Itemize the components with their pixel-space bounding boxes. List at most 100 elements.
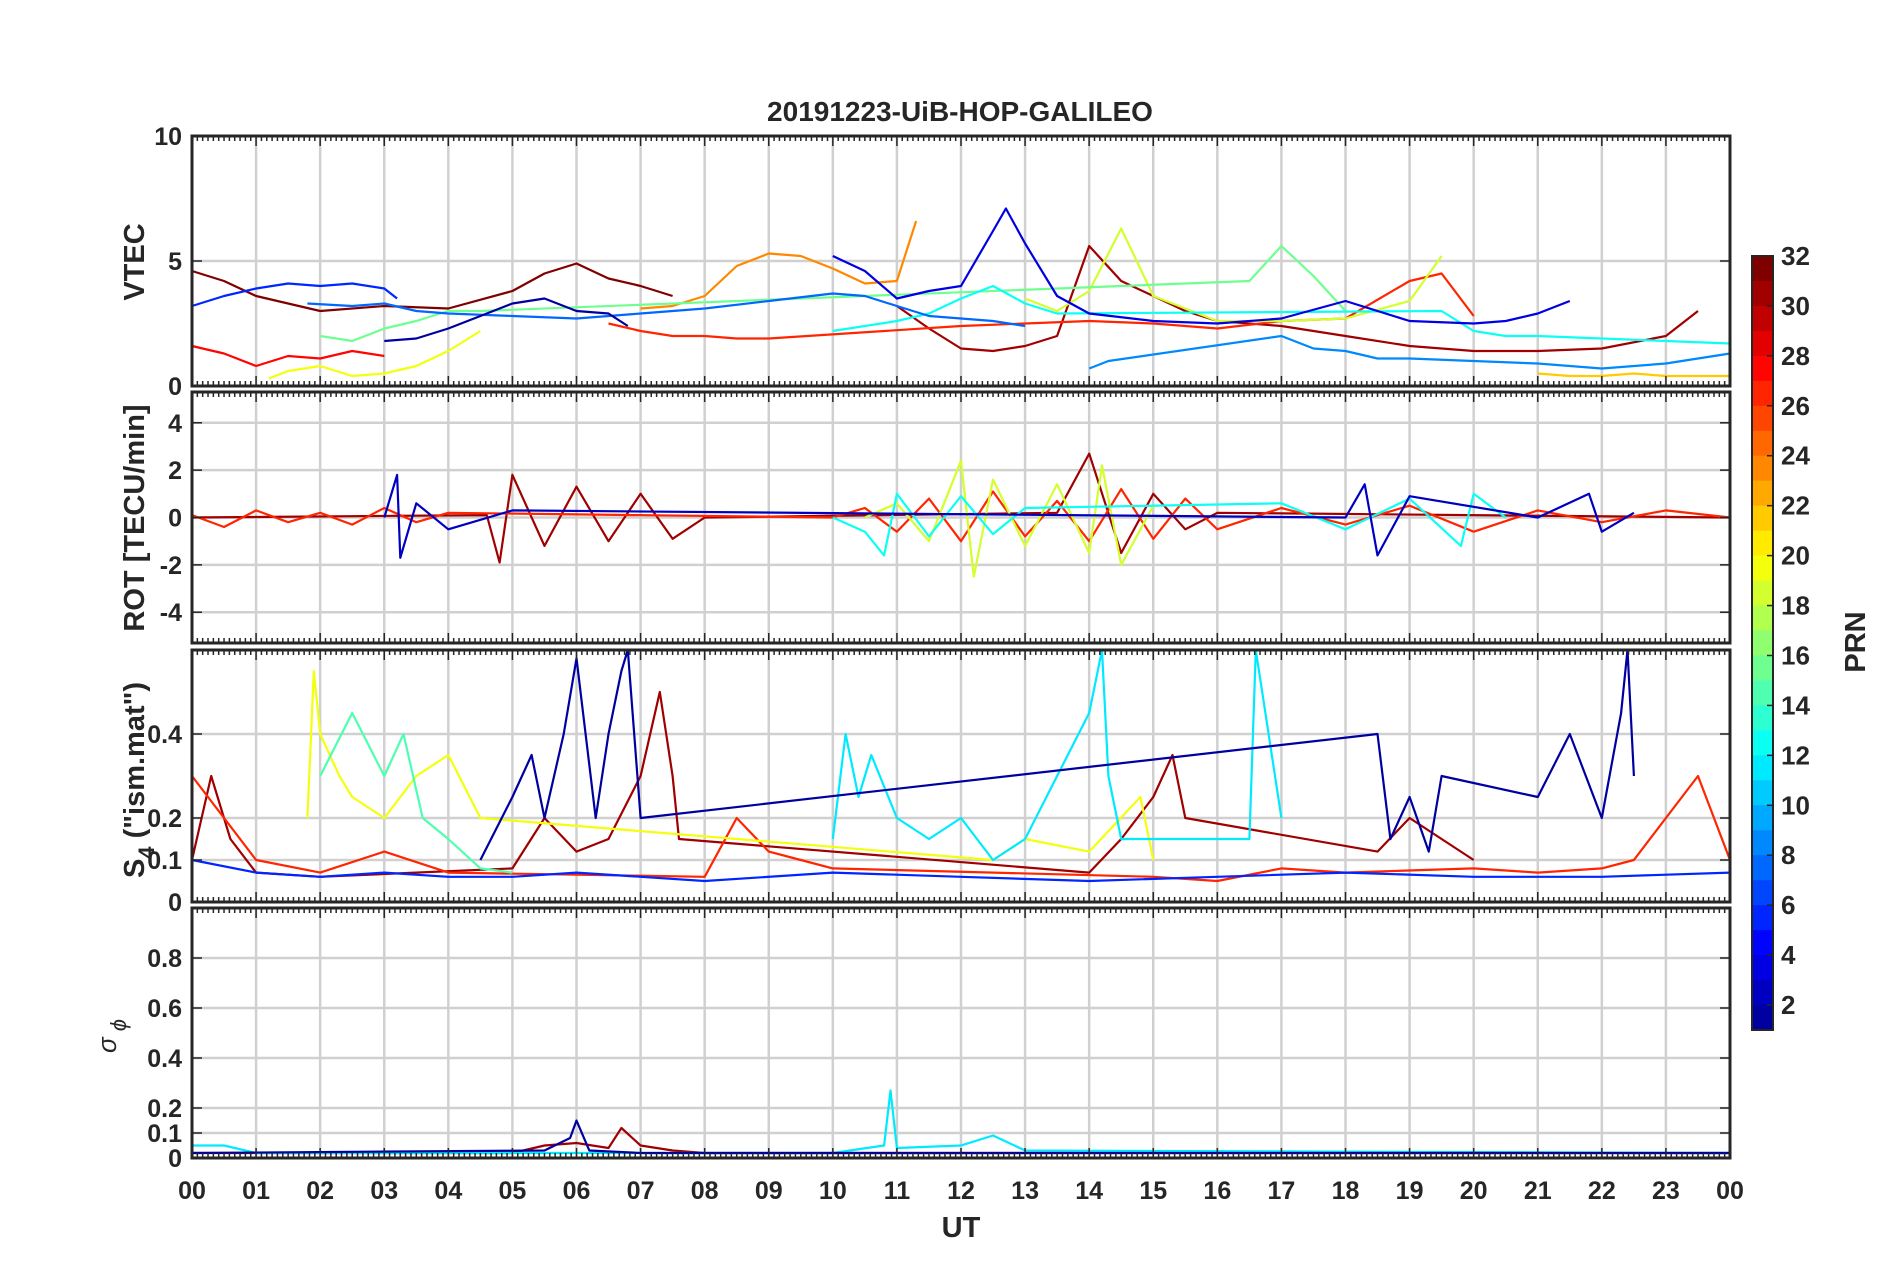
colorbar-segment [1752,405,1773,432]
x-tick-labels: 00 01 02 03 04 05 06 07 08 09 10 11 12 13 14 15 16 17 18 19… [178,1177,1744,1205]
colorbar-segment [1752,380,1773,407]
s4-series-prn-2 [479,648,1635,861]
colorbar-tick-label: 24 [1781,441,1810,471]
colorbar-segment [1752,730,1773,756]
x-tick-label: 18 [1332,1177,1360,1205]
colorbar-segment [1752,430,1773,457]
sigma_phi-ytick-label: 0.2 [147,1095,182,1123]
s4-series-prn-6 [191,858,1731,883]
vtec-ylabel: VTEC [119,223,151,300]
rot-ylabel: ROT [TECU/min] [119,404,151,631]
rot-ytick-label: 2 [168,457,182,485]
colorbar-tick-label: 8 [1781,840,1795,870]
colorbar-segment [1752,305,1773,332]
colorbar-tick-label: 32 [1781,241,1810,271]
colorbar-tick-label: 26 [1781,391,1810,421]
colorbar-segment [1752,855,1773,881]
x-tick-label: 23 [1652,1177,1680,1205]
x-tick-label: 00 [1716,1177,1744,1205]
colorbar-tick-label: 2 [1781,990,1795,1020]
sigma_phi-ytick-label: 0.6 [147,995,182,1023]
colorbar-tick-label: 14 [1781,690,1810,720]
colorbar-tick-label: 12 [1781,740,1810,770]
s4-series-prn-12 [831,648,1283,862]
rot-ytick-label: 4 [168,410,182,438]
x-tick-label: 17 [1268,1177,1296,1205]
x-tick-label: 10 [819,1177,847,1205]
s4-series-prn-15 [319,711,513,874]
x-tick-label: 12 [947,1177,975,1205]
x-tick-label: 08 [691,1177,719,1205]
vtec-series-prn-27 [608,272,1475,340]
colorbar-segment [1752,680,1773,707]
x-tick-label: 20 [1460,1177,1488,1205]
colorbar-segment [1752,655,1773,682]
x-tick-label: 04 [434,1177,462,1205]
vtec-series-prn-16 [320,244,1347,343]
x-tick-label: 06 [563,1177,591,1205]
colorbar-segment [1752,280,1773,307]
sigma_phi-ytick-label: 0.4 [147,1045,182,1073]
colorbar-segment [1752,1005,1773,1031]
sigma_phi-ytick-label: 0 [168,1145,182,1173]
colorbar-frame [1751,255,1774,1031]
panel-sigma-phi: 00.10.2 0.4 0.6 0.8 σϕ [92,906,1732,1173]
colorbar-segment [1752,605,1773,632]
phi-subscript: ϕ [106,1019,131,1031]
colorbar-segment [1752,355,1773,382]
x-tick-label: 21 [1524,1177,1552,1205]
vtec-series-prn-28 [191,344,385,368]
rot-series-prn-13 [832,492,1507,557]
x-tick-label: 00 [178,1177,206,1205]
x-tick-label: 11 [884,1177,911,1205]
s4-series-prn-27 [191,774,1732,883]
s4-ylabel: S4 ("ism.mat") [119,682,159,878]
sigma_phi-ytick-label: 0.1 [147,1120,182,1148]
colorbar-tick-label: 4 [1781,940,1796,970]
rot-ytick-label: -4 [160,599,182,627]
colorbar-segment [1752,480,1773,507]
x-tick-label: 03 [370,1177,398,1205]
colorbar-segment [1752,780,1773,806]
x-axis-label: UT [942,1212,981,1244]
rot-series-prn-19 [864,459,1155,578]
colorbar-segment [1752,830,1773,856]
x-tick-label: 14 [1075,1177,1103,1205]
sigma_phi-series-prn-12 [192,1089,1731,1155]
vtec-series-prn-22 [1537,372,1730,378]
panel-vtec: 0 5 10 VTEC [119,123,1732,401]
chart-title: 20191223-UiB-HOP-GALILEO [767,96,1153,127]
s4-ytick-label: 0.4 [147,721,182,749]
rot-ytick-label: -2 [160,552,182,580]
vtec-series-prn-6 [191,282,398,308]
colorbar-label: PRN [1840,611,1872,672]
s4-ylabel-sub: 4 [134,846,159,859]
colorbar-tick-label: 18 [1781,591,1810,621]
vtec-series-prn-24 [640,220,918,310]
colorbar-segment [1752,905,1773,931]
colorbar-segment [1752,805,1773,831]
x-tick-label: 16 [1203,1177,1231,1205]
s4-ytick-label: 0.2 [147,805,182,833]
colorbar-segment [1752,980,1773,1006]
colorbar-segment [1752,755,1773,781]
colorbar-segment [1752,930,1773,956]
colorbar-tick-label: 16 [1781,640,1810,670]
x-tick-label: 15 [1139,1177,1167,1205]
colorbar-segment [1752,630,1773,657]
sigma_phi-series-prn-31 [192,1126,1730,1155]
vtec-series-prn-19 [1024,227,1443,323]
x-tick-label: 01 [242,1177,270,1205]
colorbar-segment [1752,330,1773,357]
colorbar-segment [1752,555,1773,582]
colorbar-segment [1752,530,1773,557]
sigma-symbol: σ [92,1036,122,1053]
vtec-ytick-label: 5 [168,248,182,276]
vtec-series-prn-2 [384,297,629,343]
vtec-series-prn-32 [191,262,673,313]
colorbar-tick-label: 22 [1781,491,1810,521]
s4-ylabel-rest: ("ism.mat") [119,682,151,846]
colorbar-tick-label: 10 [1781,790,1810,820]
